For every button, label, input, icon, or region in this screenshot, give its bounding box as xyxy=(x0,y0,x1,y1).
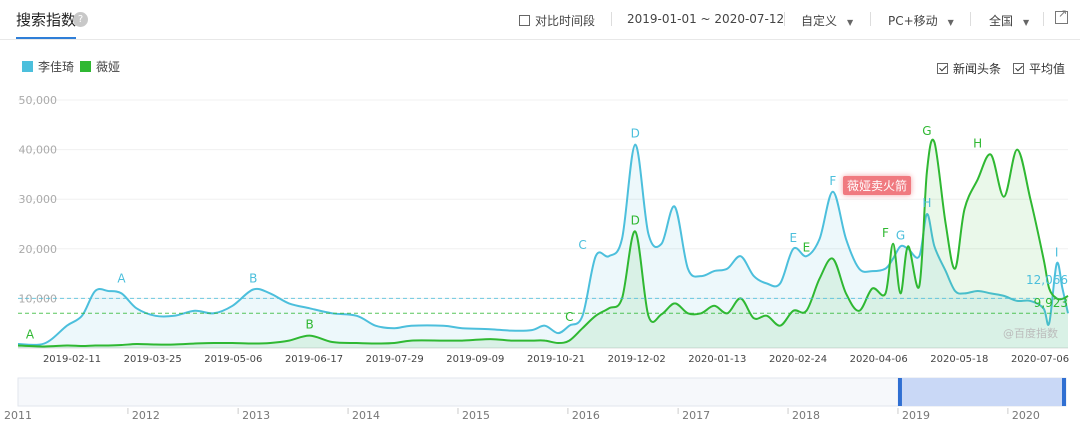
x-tick-label: 2019-05-06 xyxy=(204,354,262,365)
series-area-1 xyxy=(18,144,1068,348)
caret-down-icon: ▼ xyxy=(1023,18,1030,27)
header-divider xyxy=(0,39,1080,40)
peak-label: H xyxy=(973,137,982,151)
peak-label: D xyxy=(631,127,640,141)
x-tick-label: 2020-02-24 xyxy=(769,354,827,365)
caret-down-icon: ▼ xyxy=(847,18,854,27)
region-label: 全国 xyxy=(989,14,1014,28)
legend-label: 李佳琦 xyxy=(38,60,75,74)
peak-label: C xyxy=(565,310,573,324)
y-tick-label: 40,000 xyxy=(19,144,58,157)
peak-label: A xyxy=(26,328,35,342)
navigator-year-label: 2012 xyxy=(132,409,160,422)
x-tick-label: 2020-05-18 xyxy=(930,354,988,365)
news-headline-label: 新闻头条 xyxy=(953,62,1002,76)
y-tick-label: 50,000 xyxy=(19,94,58,107)
page-title[interactable]: 搜索指数 xyxy=(16,11,77,29)
legend-item-series2[interactable]: 薇娅 xyxy=(80,58,120,75)
caret-down-icon: ▼ xyxy=(947,18,954,27)
average-toggle[interactable]: 平均值 xyxy=(1013,60,1065,77)
x-tick-label: 2019-10-21 xyxy=(527,354,585,365)
x-tick-label: 2019-02-11 xyxy=(43,354,101,365)
navigator-year-label: 2015 xyxy=(462,409,490,422)
peak-label: E xyxy=(789,231,797,245)
header: 搜索指数 ? 对比时间段 2019-01-01 ~ 2020-07-12 自定义… xyxy=(0,0,1080,40)
peak-label: E xyxy=(803,241,811,255)
navigator-year-label: 2020 xyxy=(1012,409,1040,422)
watermark: @百度指数 xyxy=(1003,327,1058,340)
peak-label: D xyxy=(631,213,640,227)
x-tick-label: 2019-09-09 xyxy=(446,354,504,365)
x-tick-label: 2019-03-25 xyxy=(124,354,182,365)
peak-label: F xyxy=(829,174,836,188)
peak-label: I xyxy=(1055,246,1059,260)
date-range-picker[interactable]: 2019-01-01 ~ 2020-07-12 xyxy=(627,12,785,26)
device-dropdown[interactable]: PC+移动 ▼ xyxy=(888,12,954,29)
x-tick-label: 2019-12-02 xyxy=(608,354,666,365)
peak-label: G xyxy=(896,228,905,242)
external-link-icon[interactable] xyxy=(1055,7,1068,24)
navigator-track xyxy=(17,377,1067,407)
peak-label: B xyxy=(306,318,314,332)
compare-period-toggle[interactable]: 对比时间段 xyxy=(519,12,595,29)
peak-label: F xyxy=(882,226,889,240)
divider xyxy=(1043,12,1044,26)
navigator-year-label: 2011 xyxy=(4,409,32,422)
series-line-1 xyxy=(17,143,1069,346)
news-headline-toggle[interactable]: 新闻头条 xyxy=(937,60,1001,77)
peak-label: C xyxy=(578,238,586,252)
checkbox-checked-icon[interactable] xyxy=(1013,63,1024,74)
region-dropdown[interactable]: 全国 ▼ xyxy=(989,12,1029,29)
news-annotation[interactable]: 薇娅卖火箭 xyxy=(843,176,912,195)
peak-label: G xyxy=(922,124,931,138)
x-tick-label: 2020-07-06 xyxy=(1011,354,1069,365)
peak-label: A xyxy=(117,271,126,285)
legend-item-series1[interactable]: 李佳琦 xyxy=(22,58,74,75)
end-value-label: 12,066 xyxy=(1026,273,1068,287)
navigator-handle[interactable] xyxy=(1062,378,1066,406)
navigator-handle[interactable] xyxy=(897,378,902,406)
divider xyxy=(784,12,785,26)
device-label: PC+移动 xyxy=(888,14,938,28)
x-tick-label: 2020-04-06 xyxy=(850,354,908,365)
peak-label: H xyxy=(922,196,931,210)
legend-swatch xyxy=(80,61,91,72)
legend-swatch xyxy=(22,61,33,72)
divider xyxy=(870,12,871,26)
divider xyxy=(611,12,612,26)
legend-label: 薇娅 xyxy=(96,60,121,74)
navigator-year-label: 2018 xyxy=(792,409,820,422)
navigator-year-label: 2013 xyxy=(242,409,270,422)
compare-label: 对比时间段 xyxy=(535,14,596,28)
active-tab-underline xyxy=(16,37,76,39)
navigator-year-label: 2019 xyxy=(902,409,930,422)
x-tick-label: 2020-01-13 xyxy=(688,354,746,365)
y-tick-label: 30,000 xyxy=(19,193,58,206)
navigator-year-label: 2017 xyxy=(682,409,710,422)
average-label: 平均值 xyxy=(1029,62,1066,76)
y-tick-label: 10,000 xyxy=(19,292,58,305)
y-tick-label: 20,000 xyxy=(19,243,58,256)
navigator-selection[interactable] xyxy=(897,378,1066,406)
divider xyxy=(970,12,971,26)
x-tick-label: 2019-06-17 xyxy=(285,354,343,365)
custom-range-dropdown[interactable]: 自定义 ▼ xyxy=(801,12,853,29)
end-value-label: 9,923 xyxy=(1034,296,1068,310)
question-circle-icon[interactable]: ? xyxy=(73,12,88,27)
navigator-year-label: 2016 xyxy=(572,409,600,422)
checkbox-icon[interactable] xyxy=(519,15,530,26)
peak-label: B xyxy=(249,271,257,285)
checkbox-checked-icon[interactable] xyxy=(937,63,948,74)
x-tick-label: 2019-07-29 xyxy=(366,354,424,365)
custom-label: 自定义 xyxy=(801,14,838,28)
series-area-2 xyxy=(18,139,1068,348)
navigator-year-label: 2014 xyxy=(352,409,380,422)
